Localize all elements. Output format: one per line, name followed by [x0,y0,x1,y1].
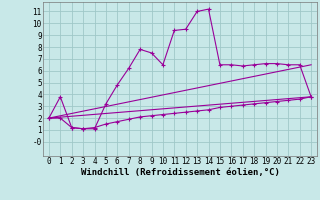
X-axis label: Windchill (Refroidissement éolien,°C): Windchill (Refroidissement éolien,°C) [81,168,279,177]
